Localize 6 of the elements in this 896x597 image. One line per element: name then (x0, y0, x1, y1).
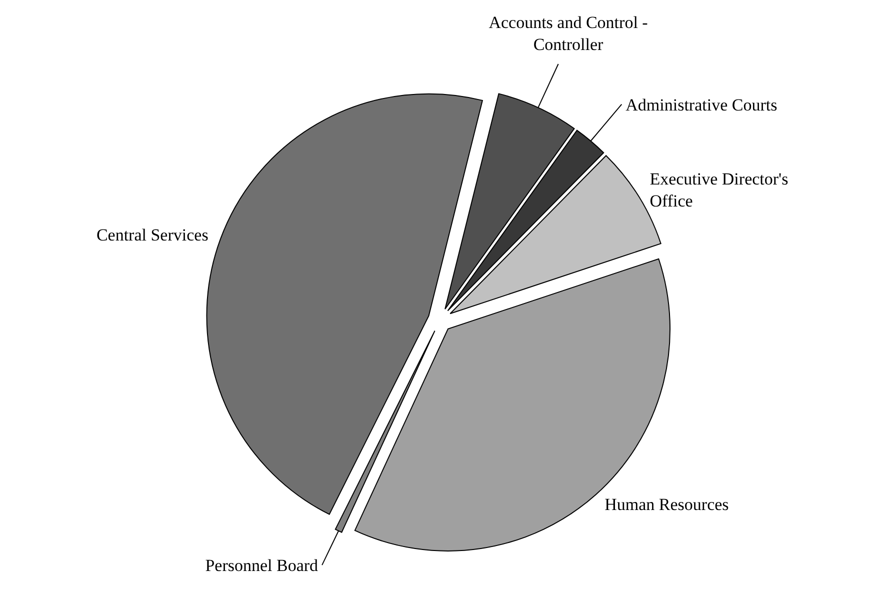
slice-label: Executive Director's Office (650, 169, 788, 210)
slice-label: Administrative Courts (626, 95, 778, 114)
slice-label: Personnel Board (205, 556, 319, 576)
slice-label: Central Services (96, 225, 208, 244)
slice-label: Accounts and Control - Controller (488, 13, 648, 54)
slice-label: Human Resources (604, 495, 729, 514)
